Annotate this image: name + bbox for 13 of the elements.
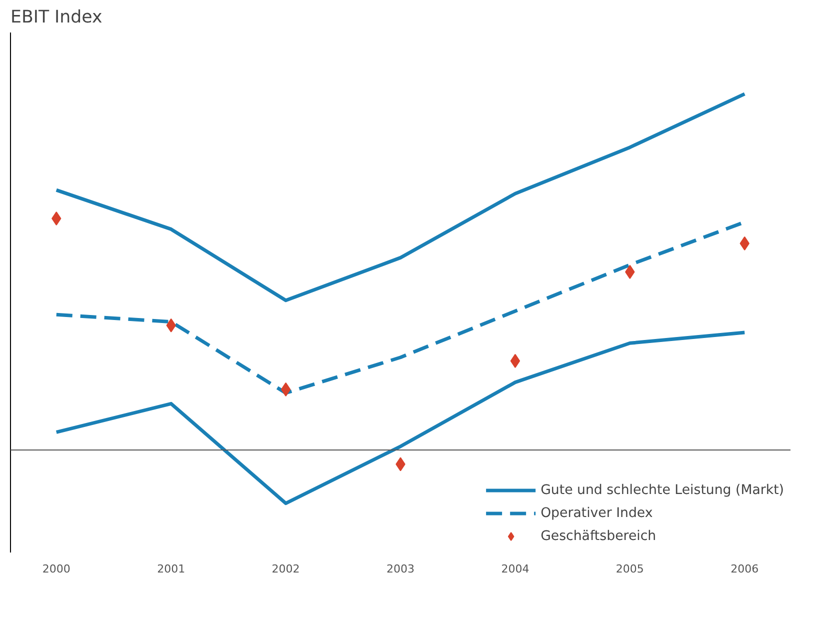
x-tick-label: 2004: [501, 562, 530, 576]
x-tick-label: 2006: [730, 562, 759, 576]
x-tick-label: 2003: [386, 562, 415, 576]
legend-label: Gute und schlechte Leistung (Markt): [540, 482, 784, 498]
x-tick-label: 2002: [272, 562, 300, 576]
legend-label: Geschäftsbereich: [540, 528, 656, 544]
chart-title: EBIT Index: [10, 8, 102, 28]
x-tick-label: 2001: [157, 562, 186, 576]
point: [280, 382, 291, 396]
point: [510, 354, 520, 368]
x-tick-label: 2000: [42, 562, 70, 576]
x-tick-label: 2005: [616, 562, 644, 576]
legend-label: Operativer Index: [540, 506, 653, 520]
